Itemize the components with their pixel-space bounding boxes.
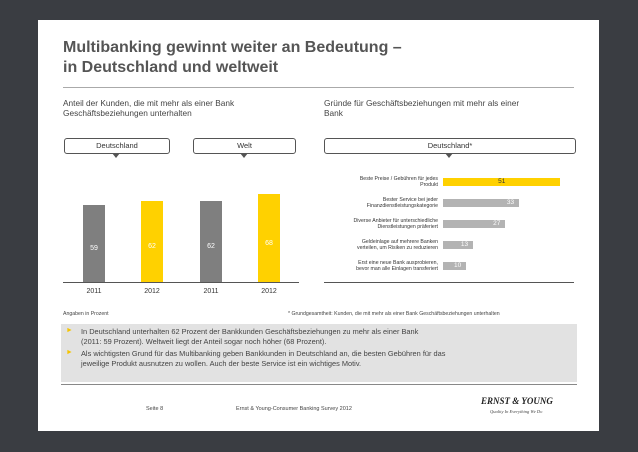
bullet-arrow-icon: ► <box>66 327 73 334</box>
bottom-divider <box>61 384 577 385</box>
right-subtitle: Gründe für Geschäftsbeziehungen mit mehr… <box>324 98 520 118</box>
pill-welt-pointer <box>240 153 248 158</box>
pill-reasons-pointer <box>445 153 453 158</box>
slide: Multibanking gewinnt weiter an Bedeutung… <box>38 20 599 431</box>
x-tick-label: 2011 <box>203 288 219 295</box>
bar-deutschland-2012: 62 <box>141 201 163 282</box>
ernst-young-logo: ERNST & YOUNG <box>481 396 553 406</box>
hbar-value-label: 27 <box>493 220 501 227</box>
bar-welt-2011: 62 <box>200 201 222 282</box>
slide-title: Multibanking gewinnt weiter an Bedeutung… <box>63 39 402 76</box>
hbar-1 <box>443 178 561 186</box>
pill-welt: Welt <box>193 138 296 154</box>
bullet-2-line-2: jeweilige Produkt ausnutzen zu wollen. A… <box>81 359 362 368</box>
category-label: Diverse Anbieter für unterschiedliche Die… <box>353 218 438 230</box>
hbar-value-label: 10 <box>454 262 462 269</box>
pill-deutschland-reasons: Deutschland* <box>324 138 576 154</box>
pill-deutschland: Deutschland <box>64 138 170 154</box>
left-chart-axis <box>63 282 299 283</box>
bar-welt-2012: 68 <box>258 193 280 282</box>
hbar-value-label: 51 <box>498 178 506 185</box>
x-tick-label: 2012 <box>261 288 277 295</box>
source-text: Ernst & Young-Consumer Banking Survey 20… <box>236 406 352 412</box>
x-tick-label: 2011 <box>86 288 102 295</box>
bar-deutschland-2011: 59 <box>83 205 105 282</box>
bar-value-label: 68 <box>265 239 273 247</box>
bullet-2-line-1: Als wichtigsten Grund für das Multibanki… <box>81 349 446 358</box>
hbar-value-label: 33 <box>506 199 515 206</box>
hbar-4 <box>443 241 473 249</box>
right-chart-axis <box>324 282 574 283</box>
bullet-1-line-2: (2011: 59 Prozent). Weltweit liegt der A… <box>81 337 327 346</box>
hbar-3 <box>443 220 506 228</box>
hbar-value-label: 13 <box>460 241 469 248</box>
page-number: Seite 8 <box>146 406 164 412</box>
bar-value-label: 62 <box>148 243 156 251</box>
title-divider <box>63 87 574 88</box>
bar-value-label: 62 <box>207 243 215 251</box>
category-label: Erst eine neue Bank ausprobieren, bevor m… <box>356 260 438 272</box>
right-footnote: * Grundgesamtheit: Kunden, die mit mehr … <box>288 311 500 317</box>
category-label: Bester Service bei jeder Finanzdienstleis… <box>366 197 438 209</box>
category-label: Geldeinlage auf mehrere Banken verteilen,… <box>356 239 438 251</box>
left-note: Angaben in Prozent <box>63 311 109 317</box>
category-label: Beste Preise / Gebühren für jedes Produkt <box>359 176 438 188</box>
left-subtitle: Anteil der Kunden, die mit mehr als eine… <box>63 98 235 118</box>
bar-value-label: 59 <box>90 245 98 253</box>
hbar-2 <box>443 199 519 207</box>
bullet-1-line-1: In Deutschland unterhalten 62 Prozent de… <box>81 327 419 336</box>
hbar-5 <box>443 262 466 270</box>
summary-box: ► In Deutschland unterhalten 62 Prozent … <box>61 324 577 382</box>
x-tick-label: 2012 <box>144 288 160 295</box>
pill-deutschland-pointer <box>112 153 120 158</box>
bullet-arrow-icon: ► <box>66 349 73 356</box>
logo-tagline: Quality In Everything We Do <box>490 409 543 414</box>
